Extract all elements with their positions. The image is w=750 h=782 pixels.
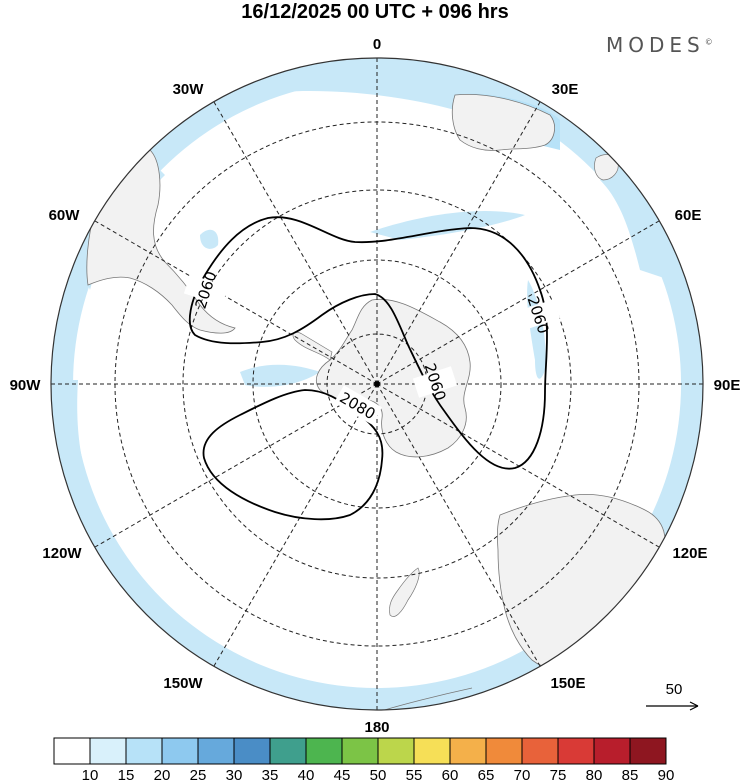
modes-logo: MODES© bbox=[606, 33, 713, 57]
colorbar-swatch bbox=[161, 737, 199, 765]
copyright-mark: © bbox=[704, 37, 713, 47]
colorbar-swatch bbox=[341, 737, 379, 765]
lon-label-30w: 30W bbox=[173, 81, 205, 98]
colorbar-swatch bbox=[197, 737, 235, 765]
lon-label-120e: 120E bbox=[672, 545, 707, 562]
south-pole-marker bbox=[374, 381, 380, 387]
lon-label-180: 180 bbox=[364, 719, 389, 736]
map-border bbox=[50, 57, 704, 711]
wind-band-60e bbox=[600, 170, 670, 280]
colorbar-tick-label: 50 bbox=[370, 767, 387, 782]
south-america-landmass bbox=[86, 149, 236, 334]
map-title: 16/12/2025 00 UTC + 096 hrs bbox=[241, 1, 509, 23]
colorbar-swatch bbox=[305, 737, 343, 765]
reference-vector-label: 50 bbox=[666, 681, 683, 698]
wind-band-90w bbox=[240, 364, 320, 387]
colorbar-tick-label: 30 bbox=[226, 767, 243, 782]
wind-band-55e bbox=[370, 211, 525, 240]
colorbar-swatch bbox=[521, 737, 559, 765]
colorbar-tick-label: 75 bbox=[550, 767, 567, 782]
lon-label-90e: 90E bbox=[714, 377, 741, 394]
colorbar-swatch bbox=[269, 737, 307, 765]
colorbar-tick-label: 85 bbox=[622, 767, 639, 782]
colorbar-swatch bbox=[629, 737, 667, 765]
africa-landmass bbox=[451, 94, 555, 151]
lon-label-0: 0 bbox=[373, 36, 381, 53]
graticule-longitude bbox=[51, 58, 703, 710]
colorbar-tick-label: 70 bbox=[514, 767, 531, 782]
colorbar-swatch bbox=[413, 737, 451, 765]
contour-2060 bbox=[188, 216, 548, 470]
australia-landmass bbox=[497, 493, 666, 670]
colorbar-swatch bbox=[485, 737, 523, 765]
colorbar-tick-label: 90 bbox=[658, 767, 675, 782]
colorbar-tick-label: 60 bbox=[442, 767, 459, 782]
colorbar: 10 15 20 25 30 35 40 45 50 55 60 65 70 75 80 85 90 bbox=[53, 737, 675, 782]
geopotential-contours bbox=[188, 216, 548, 521]
wind-band-60w bbox=[200, 229, 219, 249]
lon-label-60w: 60W bbox=[49, 207, 81, 224]
colorbar-swatch bbox=[593, 737, 631, 765]
lon-label-30e: 30E bbox=[552, 81, 579, 98]
wind-band-70e bbox=[527, 280, 546, 379]
colorbar-swatch bbox=[53, 737, 91, 765]
colorbar-tick-label: 80 bbox=[586, 767, 603, 782]
wind-band-north bbox=[230, 61, 570, 140]
colorbar-swatch bbox=[89, 737, 127, 765]
brand-text: MODES bbox=[606, 33, 705, 57]
colorbar-tick-label: 55 bbox=[406, 767, 423, 782]
colorbar-tick-label: 25 bbox=[190, 767, 207, 782]
colorbar-swatch bbox=[377, 737, 415, 765]
lon-label-120w: 120W bbox=[42, 545, 82, 562]
lon-label-90w: 90W bbox=[10, 377, 42, 394]
colorbar-tick-label: 40 bbox=[298, 767, 315, 782]
lon-label-150e: 150E bbox=[550, 675, 585, 692]
colorbar-tick-label: 10 bbox=[82, 767, 99, 782]
colorbar-swatch bbox=[449, 737, 487, 765]
wind-band-90w-outer bbox=[61, 380, 100, 520]
colorbar-tick-label: 35 bbox=[262, 767, 279, 782]
reference-vector: 50 bbox=[646, 681, 699, 711]
lon-label-150w: 150W bbox=[163, 675, 203, 692]
lon-label-60e: 60E bbox=[675, 207, 702, 224]
colorbar-tick-label: 15 bbox=[118, 767, 135, 782]
colorbar-swatch bbox=[233, 737, 271, 765]
colorbar-tick-label: 65 bbox=[478, 767, 495, 782]
colorbar-tick-label: 45 bbox=[334, 767, 351, 782]
new-zealand-landmass bbox=[389, 567, 420, 617]
colorbar-tick-label: 20 bbox=[154, 767, 171, 782]
colorbar-swatch bbox=[125, 737, 163, 765]
contour-2080 bbox=[202, 389, 384, 521]
colorbar-swatch bbox=[557, 737, 595, 765]
reference-arrow-icon bbox=[689, 701, 699, 711]
